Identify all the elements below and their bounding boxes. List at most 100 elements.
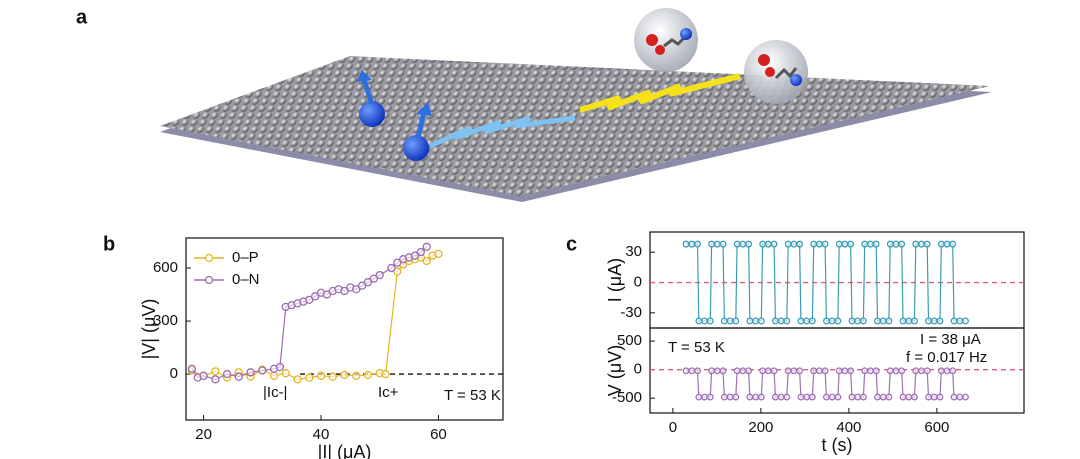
- y-tick-label: 500: [617, 332, 642, 349]
- legend-marker: [204, 275, 214, 285]
- data-point: [764, 367, 772, 375]
- x-tick-label: 600: [924, 419, 949, 436]
- data-point: [854, 393, 862, 401]
- data-point: [866, 240, 874, 248]
- data-point: [912, 240, 920, 248]
- data-point: [808, 317, 816, 325]
- data-point: [222, 369, 232, 379]
- y-tick-label: 0: [634, 361, 642, 378]
- data-point: [246, 368, 255, 377]
- data-point: [745, 240, 753, 248]
- data-point: [720, 393, 728, 401]
- data-point: [866, 367, 874, 375]
- spin-arrow: [415, 111, 427, 139]
- data-point: [847, 367, 855, 375]
- data-point: [910, 317, 918, 325]
- annotation: T = 53 K: [668, 339, 725, 356]
- spin-ball: [403, 135, 429, 161]
- data-point: [733, 367, 741, 375]
- data-point: [949, 240, 957, 248]
- data-point: [726, 393, 734, 401]
- data-point: [797, 393, 805, 401]
- data-point: [841, 367, 849, 375]
- data-point: [732, 317, 740, 325]
- data-point: [923, 367, 931, 375]
- data-point: [211, 375, 220, 384]
- data-point: [234, 372, 243, 381]
- atom-red: [646, 34, 658, 46]
- data-point: [719, 367, 727, 375]
- data-point: [375, 270, 384, 280]
- data-point: [859, 393, 867, 401]
- data-point: [815, 240, 823, 248]
- data-point: [410, 251, 420, 260]
- data-point: [784, 240, 792, 248]
- data-point: [695, 317, 703, 325]
- data-point: [841, 240, 849, 248]
- data-point: [381, 369, 390, 379]
- data-point: [848, 393, 856, 401]
- data-point: [828, 393, 836, 401]
- y-axis-label: V (μV): [605, 345, 625, 396]
- data-point: [879, 393, 887, 401]
- data-point: [713, 367, 721, 375]
- data-point: [393, 258, 402, 267]
- data-point: [892, 240, 900, 248]
- data-point: [746, 317, 754, 325]
- data-point: [925, 393, 932, 401]
- data-point: [720, 317, 728, 325]
- y-axis-label: I (μA): [605, 258, 625, 302]
- data-point: [369, 274, 379, 283]
- data-point: [771, 393, 779, 401]
- y-tick-label: 30: [625, 243, 642, 260]
- data-point: [752, 393, 760, 401]
- data-point: [905, 393, 913, 401]
- molecule-bubble: [744, 40, 808, 104]
- y-tick-label: 0: [170, 365, 178, 382]
- data-point: [872, 240, 880, 248]
- yellow-zigzag: [579, 73, 741, 113]
- data-point: [363, 370, 373, 380]
- y-tick-label: -30: [620, 304, 642, 321]
- data-point: [936, 317, 944, 325]
- data-point: [752, 317, 760, 325]
- data-point: [937, 240, 945, 248]
- data-point: [759, 240, 767, 248]
- data-point: [701, 317, 709, 325]
- spin-arrow-head: [416, 102, 432, 116]
- data-point: [790, 240, 798, 248]
- data-point: [688, 367, 696, 375]
- data-point: [316, 371, 326, 380]
- molecule-bubble: [634, 8, 698, 72]
- data-point: [918, 240, 925, 248]
- data-point: [956, 317, 964, 325]
- y-tick-label: 300: [153, 312, 178, 329]
- data-point: [682, 367, 690, 375]
- atom-red: [758, 54, 770, 66]
- x-tick-label: 200: [748, 419, 773, 436]
- data-point: [199, 371, 208, 380]
- data-point: [695, 393, 703, 401]
- data-point: [757, 317, 765, 325]
- data-point: [859, 317, 867, 325]
- y-axis-label: |V| (μV): [139, 299, 159, 360]
- data-point: [854, 317, 862, 325]
- data-line: [191, 253, 439, 381]
- atom-blue: [790, 74, 802, 86]
- data-point: [732, 393, 740, 401]
- data-point: [796, 240, 804, 248]
- data-point: [770, 240, 778, 248]
- data-point: [706, 317, 714, 325]
- data-point: [923, 240, 931, 248]
- x-tick-label: 40: [313, 426, 330, 443]
- data-point: [898, 240, 906, 248]
- data-point: [874, 393, 881, 401]
- panel-label: b: [103, 233, 115, 255]
- data-point: [821, 367, 829, 375]
- data-point: [387, 263, 396, 273]
- atom-red: [655, 45, 665, 55]
- data-point: [694, 367, 701, 375]
- data-point: [810, 240, 818, 248]
- molecule-chain: [774, 67, 798, 80]
- data-point: [784, 367, 792, 375]
